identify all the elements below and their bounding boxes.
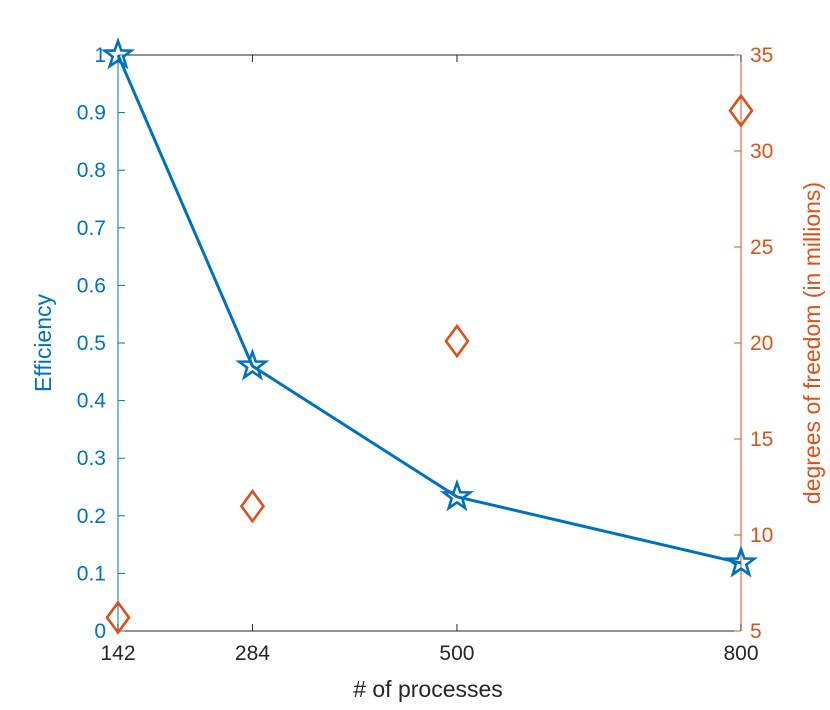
x-axis-label: # of processes (353, 676, 503, 702)
star-point (100, 37, 136, 70)
y-axis-left: 0 0.1 0.2 0.3 0.4 0.5 0.6 0.7 0.8 0.9 1 (77, 44, 125, 643)
x-axis: 142 284 500 800 (100, 55, 759, 665)
diamond-point (105, 600, 131, 635)
diamond-point (239, 489, 266, 524)
y-axis-right: 5 10 15 20 25 30 35 (734, 44, 773, 643)
y-left-tick-label: 0.3 (77, 447, 106, 470)
star-point (723, 545, 759, 578)
y-right-tick-label: 35 (750, 44, 773, 67)
y-left-tick-label: 0 (94, 620, 106, 643)
y-right-tick-label: 25 (750, 236, 773, 259)
star-point (439, 478, 475, 512)
plot-area (100, 37, 759, 635)
y-left-tick-label: 0.2 (77, 505, 106, 528)
x-tick-label: 142 (100, 642, 135, 665)
y-left-tick-label: 0.1 (77, 562, 106, 585)
diamond-point (444, 323, 470, 359)
axes-frame (117, 54, 742, 632)
y-left-tick-label: 0.5 (77, 332, 106, 355)
x-tick-label: 284 (235, 642, 270, 665)
y-right-tick-label: 5 (750, 620, 762, 643)
x-tick-label: 500 (439, 642, 474, 665)
x-tick-label: 800 (723, 642, 758, 665)
y-left-tick-label: 1 (94, 44, 106, 67)
star-point (235, 348, 270, 381)
y-left-tick-label: 0.6 (77, 274, 106, 297)
y-left-tick-label: 0.8 (77, 159, 106, 182)
y-axis-left-label: Efficiency (30, 293, 56, 392)
y-axis-right-label: degrees of freedom (in millions) (799, 182, 825, 504)
y-right-tick-label: 30 (750, 140, 773, 163)
y-left-tick-label: 0.9 (77, 102, 106, 125)
y-right-tick-label: 10 (750, 524, 773, 547)
series-line-efficiency (116, 54, 742, 565)
y-right-tick-label: 15 (750, 428, 773, 451)
y-left-tick-label: 0.4 (77, 390, 107, 413)
y-left-tick-label: 0.7 (77, 217, 106, 240)
diamond-point (728, 93, 754, 128)
y-right-tick-label: 20 (750, 332, 773, 355)
